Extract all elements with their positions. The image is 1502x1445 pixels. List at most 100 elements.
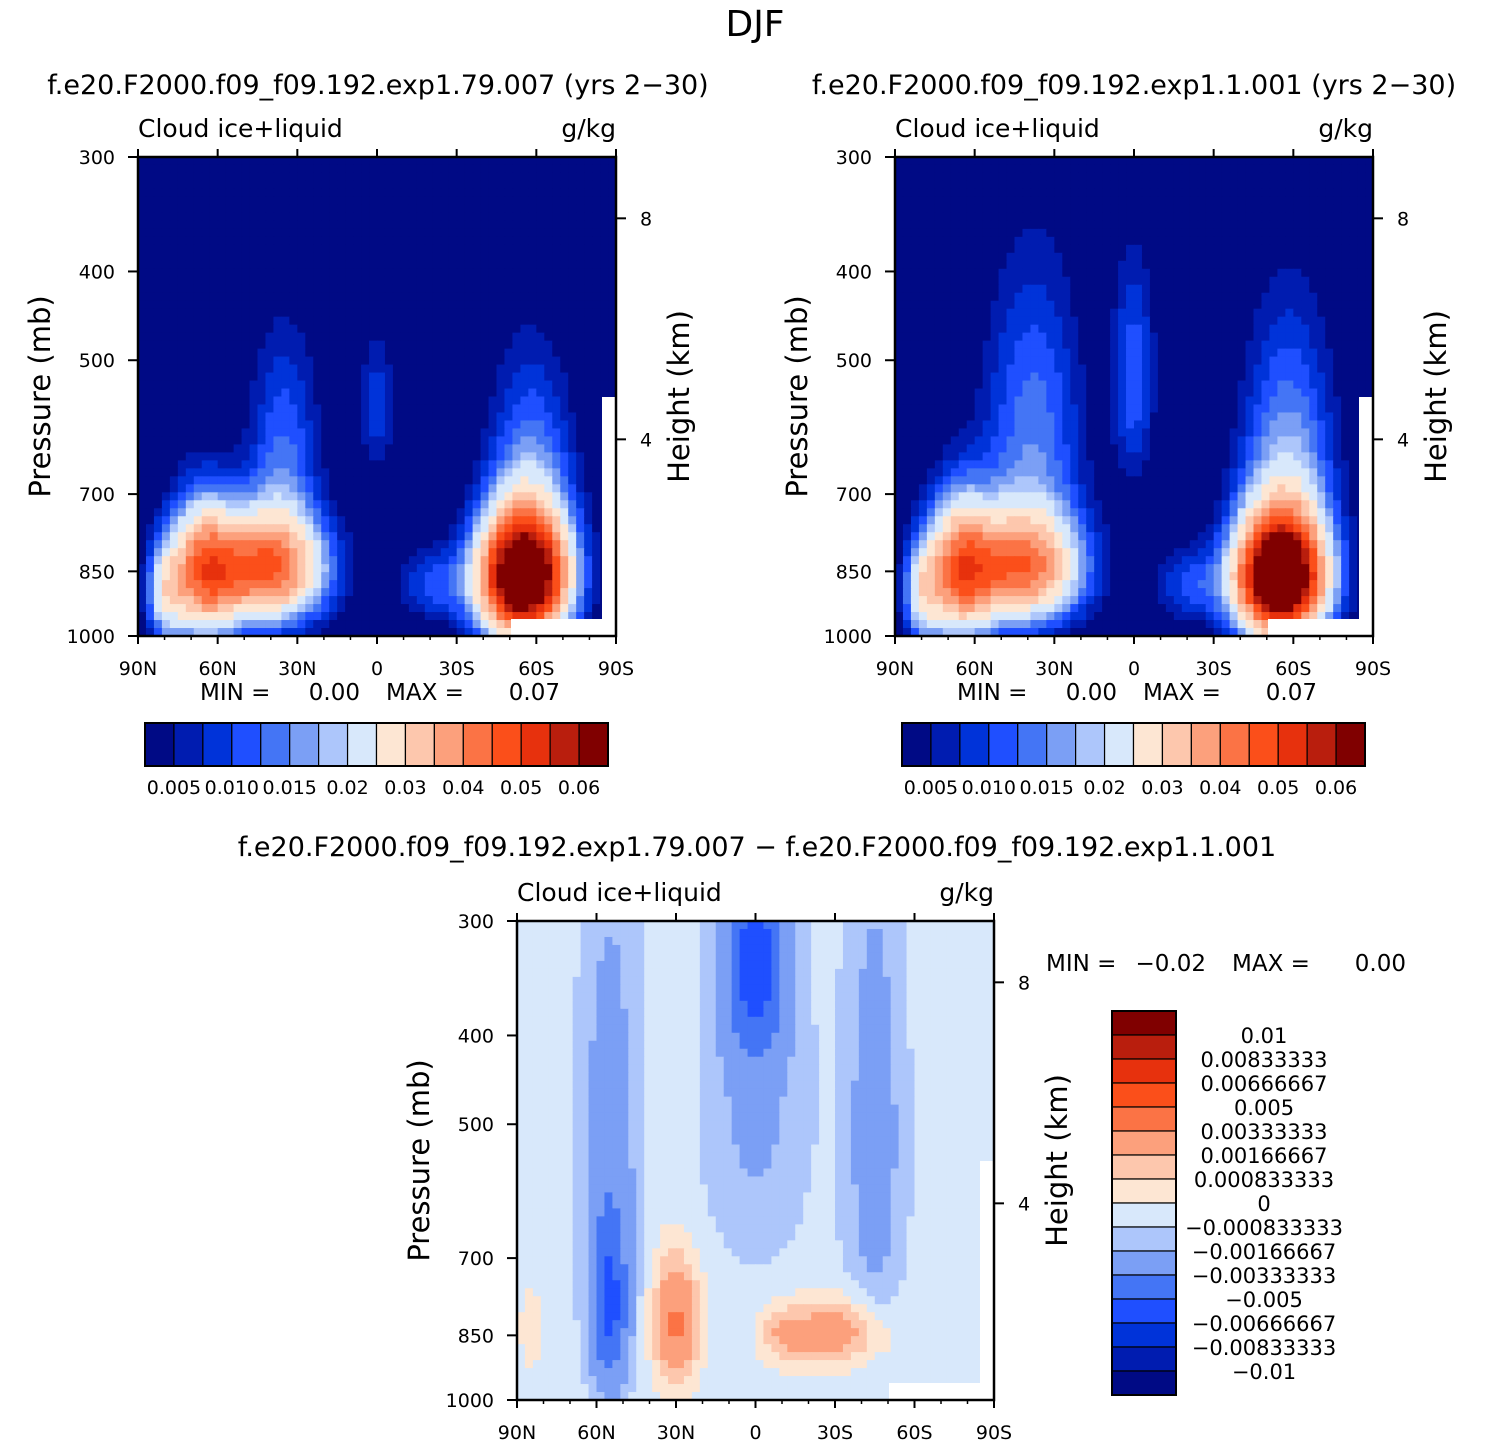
panel-diff-colorbar-label: −0.00333333 [1192, 1264, 1337, 1288]
panel-b-colorbar-box [1335, 722, 1366, 767]
panel-a-left-label: Cloud ice+liquid [138, 114, 343, 143]
panel-b-ytick-label: 850 [836, 561, 872, 583]
panel-b-colorbar-box [988, 722, 1019, 767]
panel-diff-colorbar-box [1111, 1346, 1177, 1372]
panel-a-ytick-label: 400 [79, 261, 115, 283]
panel-b-title: f.e20.F2000.f09_f09.192.exp1.1.001 (yrs … [812, 70, 1456, 101]
panel-b-units-label: g/kg [1318, 114, 1373, 143]
panel-a-colorbar-frame [144, 722, 609, 767]
panel-diff-xtick-label: 90S [976, 1422, 1012, 1444]
panel-diff-colorbar-label: −0.00666667 [1192, 1312, 1337, 1336]
panel-a-colorbar-label: 0.02 [326, 777, 368, 799]
panel-diff-left-label: Cloud ice+liquid [517, 878, 722, 907]
panel-a-colorbar-label: 0.005 [147, 777, 201, 799]
panel-b-ytick-label: 400 [836, 261, 872, 283]
panel-b-xtick-label: 30S [1196, 658, 1232, 680]
panel-a-colorbar-box [549, 722, 580, 767]
panel-diff-colorbar-label: 0.00166667 [1201, 1144, 1328, 1168]
panel-a-max-value: 0.07 [509, 680, 560, 706]
panel-diff-colorbar-box [1111, 1178, 1177, 1204]
panel-a-colorbar: 0.005 0.010 0.015 0.02 0.03 0.04 0.05 0.06 [144, 722, 609, 799]
panel-diff-colorbar-box [1111, 1370, 1177, 1396]
panel-diff-xtick-label: 60N [577, 1422, 615, 1444]
panel-b-colorbar-box [959, 722, 990, 767]
panel-diff-colorbar-box [1111, 1058, 1177, 1084]
panel-a-colorbar-label: 0.03 [384, 777, 426, 799]
panel-a-colorbar-box [520, 722, 551, 767]
panel-b-xtick-label: 90N [876, 658, 914, 680]
panel-a-ytick-label: 500 [79, 350, 115, 372]
panel-diff-colorbar-box [1111, 1250, 1177, 1276]
panel-b-colorbar-box [1132, 722, 1164, 767]
panel-a-ylabel: Pressure (mb) [23, 295, 57, 497]
panel-b-colorbar-box [1190, 722, 1221, 767]
panel-diff-max-value: 0.00 [1355, 951, 1406, 977]
panel-b-ytick-label: 500 [836, 350, 872, 372]
panel-diff-colorbar-label: −0.005 [1225, 1288, 1303, 1312]
panel-diff-colorbar-label: 0.00333333 [1201, 1120, 1328, 1144]
panel-b-colorbar-label: 0.005 [904, 777, 958, 799]
panel-a-missing-surface [511, 619, 616, 636]
panel-b-y2tick-label: 8 [1397, 208, 1409, 230]
panel-a-colorbar-box [404, 722, 435, 767]
panel-b-colorbar-label: 0.05 [1257, 777, 1299, 799]
panel-a-xtick-label: 0 [371, 658, 383, 680]
panel-a-colorbar-box [491, 722, 522, 767]
panel-b-colorbar-box [930, 722, 961, 767]
panel-a-colorbar-label: 0.015 [262, 777, 316, 799]
panel-diff-colorbar-label: 0.00666667 [1201, 1072, 1328, 1096]
panel-diff-colorbar: 0.010.008333330.006666670.0050.003333330… [1111, 1010, 1343, 1396]
panel-diff-xtick-label: 0 [749, 1422, 761, 1444]
panel-a-max-label: MAX = [386, 680, 464, 706]
panel-a: Cloud ice+liquid g/kg f.e20.F2000.f09_f09.… [23, 70, 709, 799]
panel-a-xtick-label: 60N [198, 658, 236, 680]
panel-a-colorbar-box [173, 722, 204, 767]
panel-a-colorbar-label: 0.05 [500, 777, 542, 799]
panel-diff-missing-surface [889, 1383, 994, 1400]
panel-a-xtick-label: 90N [119, 658, 157, 680]
panel-b-ylabel: Pressure (mb) [780, 295, 814, 497]
panel-a-colorbar-box [433, 722, 464, 767]
panel-diff-ytick-label: 300 [458, 911, 494, 933]
panel-b-colorbar: 0.005 0.010 0.015 0.02 0.03 0.04 0.05 0.06 [901, 722, 1366, 799]
panel-b-colorbar-box [1161, 722, 1192, 767]
panel-diff-colorbar-label: 0.005 [1234, 1096, 1294, 1120]
panel-diff-colorbar-box [1111, 1082, 1177, 1108]
panel-diff-ytick-label: 700 [458, 1248, 494, 1270]
panel-diff-ytick-label: 500 [458, 1114, 494, 1136]
panel-b-colorbar-label: 0.03 [1141, 777, 1183, 799]
panel-diff-y2label: Height (km) [1040, 1074, 1074, 1247]
panel-diff-min-label: MIN = [1046, 951, 1116, 977]
panel-a-colorbar-box [289, 722, 320, 767]
panel-b-colorbar-label: 0.06 [1315, 777, 1357, 799]
panel-b-colorbar-label: 0.015 [1019, 777, 1073, 799]
panel-a-colorbar-box [202, 722, 233, 767]
panel-a-colorbar-label: 0.06 [558, 777, 600, 799]
panel-b-colorbar-label: 0.02 [1083, 777, 1125, 799]
panel-b-xtick-label: 30N [1035, 658, 1073, 680]
panel-b-xtick-label: 0 [1128, 658, 1140, 680]
panel-a-colorbar-box [578, 722, 609, 767]
panel-diff-ylabel: Pressure (mb) [402, 1059, 436, 1261]
panel-a-xtick-label: 30N [278, 658, 316, 680]
panel-b-min-value: 0.00 [1066, 680, 1117, 706]
panel-diff-colorbar-label: −0.01 [1232, 1360, 1296, 1384]
panel-b-colorbar-box [1103, 722, 1135, 767]
panel-a-colorbar-box [346, 722, 378, 767]
panel-a-colorbar-box [260, 722, 291, 767]
panel-b-colorbar-box [1219, 722, 1250, 767]
panel-diff-colorbar-box [1111, 1274, 1177, 1300]
figure-title: DJF [725, 4, 784, 45]
panel-a-colorbar-box [318, 722, 349, 767]
panel-a-xtick-label: 60S [518, 658, 554, 680]
panel-a-title: f.e20.F2000.f09_f09.192.exp1.79.007 (yrs… [47, 70, 708, 101]
panel-diff-xtick-label: 90N [498, 1422, 536, 1444]
panel-b-colorbar-box [901, 722, 932, 767]
panel-b-field [895, 157, 1374, 637]
panel-a-y2tick-label: 8 [640, 208, 652, 230]
panel-diff-colorbar-box [1111, 1322, 1177, 1348]
panel-a-ytick-label: 850 [79, 561, 115, 583]
panel-b-colorbar-box [1248, 722, 1279, 767]
panel-b-xtick-label: 60S [1275, 658, 1311, 680]
panel-b-colorbar-box [1277, 722, 1308, 767]
